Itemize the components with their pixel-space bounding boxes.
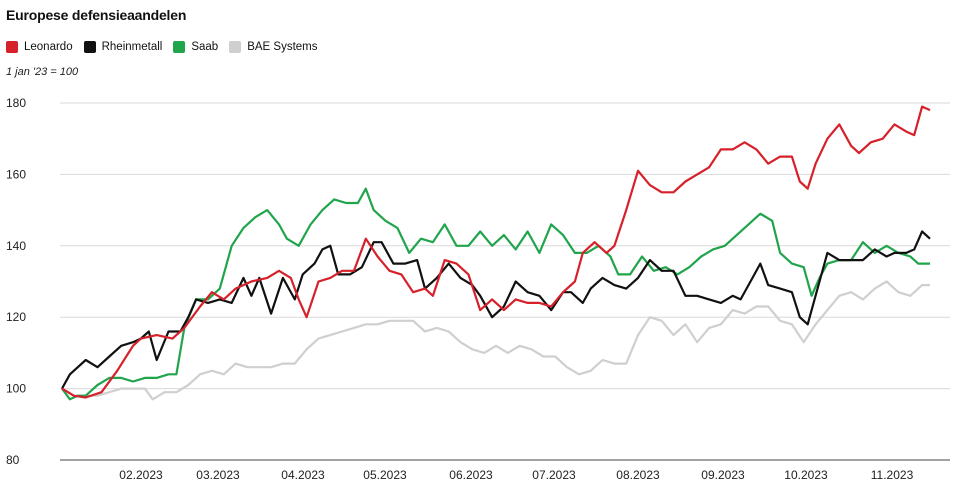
x-tick-label: 10.2023: [784, 468, 828, 482]
legend-swatch-leonardo: [6, 41, 18, 53]
legend-swatch-saab: [173, 41, 186, 53]
legend-label-rheinmetall: Rheinmetall: [101, 41, 163, 53]
y-tick-label: 100: [6, 382, 26, 396]
legend-item-rheinmetall[interactable]: Rheinmetall: [83, 41, 163, 53]
x-tick-label: 08.2023: [616, 468, 660, 482]
y-tick-label: 160: [6, 167, 26, 181]
legend: Leonardo Rheinmetall Saab BAE Systems: [6, 41, 329, 53]
legend-swatch-bae-systems: [229, 41, 242, 53]
legend-label-leonardo: Leonardo: [24, 41, 73, 53]
x-tick-label: 02.2023: [119, 468, 163, 482]
index-note: 1 jan '23 = 100: [6, 66, 79, 78]
x-axis-ticks: 02.2023 03.2023 04.2023 05.2023 06.2023 07.20…: [119, 468, 913, 482]
x-tick-label: 09.2023: [701, 468, 745, 482]
y-tick-label: 120: [6, 310, 26, 324]
series-line-bae-systems: [61, 280, 930, 401]
y-axis-ticks: 80 100 120 140 160 180: [6, 96, 26, 467]
x-tick-label: 06.2023: [449, 468, 493, 482]
legend-item-leonardo[interactable]: Leonardo: [6, 41, 73, 53]
chart-title: Europese defensieaandelen: [6, 7, 187, 23]
y-tick-label: 140: [6, 239, 26, 253]
series-line-leonardo: [61, 105, 931, 399]
x-tick-label: 05.2023: [363, 468, 407, 482]
x-tick-label: 03.2023: [196, 468, 240, 482]
x-tick-label: 07.2023: [532, 468, 576, 482]
y-tick-label: 80: [6, 453, 20, 467]
series-line-saab: [61, 187, 930, 401]
grid-lines: [60, 102, 950, 461]
y-tick-label: 180: [6, 96, 26, 110]
legend-label-saab: Saab: [191, 41, 219, 53]
series-line-rheinmetall: [61, 230, 931, 390]
legend-item-saab[interactable]: Saab: [173, 41, 218, 53]
legend-label-bae-systems: BAE Systems: [247, 41, 318, 53]
legend-item-bae-systems[interactable]: BAE Systems: [229, 41, 318, 53]
x-tick-label: 11.2023: [871, 468, 914, 482]
x-tick-label: 04.2023: [281, 468, 325, 482]
legend-swatch-rheinmetall: [83, 41, 96, 53]
series-lines: [61, 105, 931, 401]
